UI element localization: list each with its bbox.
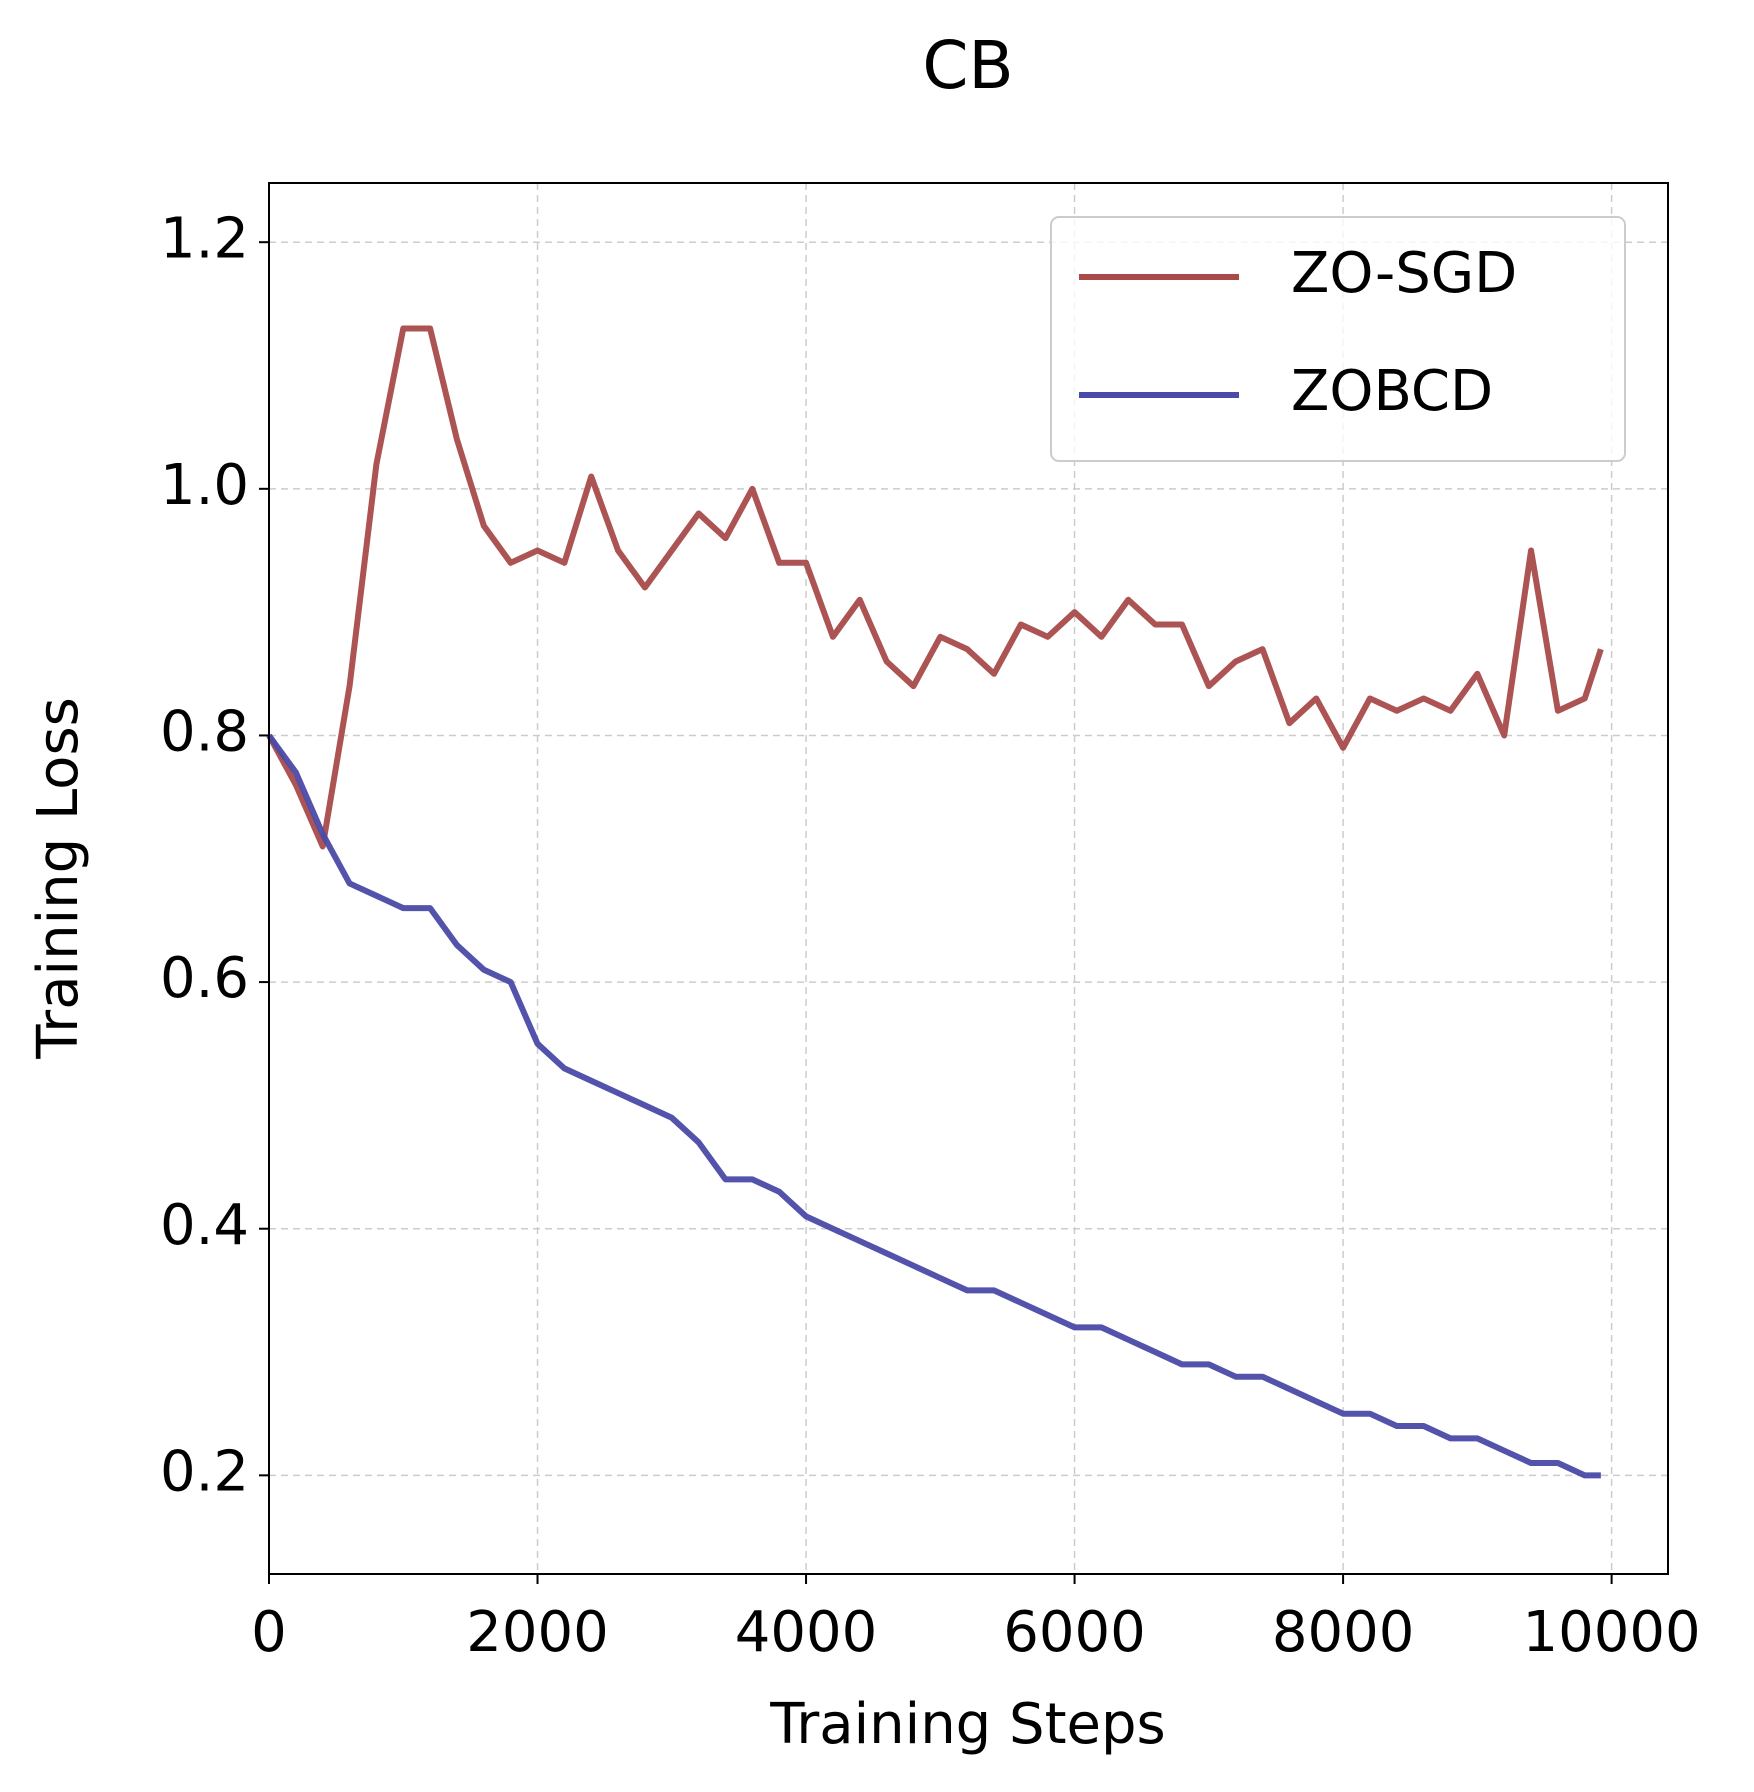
y-tick-label: 0.8 [160, 700, 249, 765]
y-tick-label: 0.6 [160, 946, 249, 1011]
x-tick-label: 0 [251, 1600, 287, 1665]
series-line [266, 325, 1604, 850]
series-line [266, 733, 1601, 1479]
y-tick-label: 0.2 [160, 1439, 249, 1504]
legend-label: ZO-SGD [1291, 241, 1517, 306]
y-axis-label: Training Loss [26, 697, 91, 1060]
y-tick-label: 1.2 [160, 206, 249, 271]
chart-title: CB [922, 27, 1013, 104]
x-tick-label: 10000 [1523, 1600, 1701, 1665]
x-tick-label: 6000 [1003, 1600, 1146, 1665]
x-tick-label: 8000 [1272, 1600, 1415, 1665]
x-axis-label: Training Steps [769, 1692, 1165, 1757]
x-tick-label: 4000 [735, 1600, 878, 1665]
legend: ZO-SGD ZOBCD [1050, 216, 1626, 462]
legend-label: ZOBCD [1291, 359, 1493, 424]
plot-frame [268, 182, 1669, 1575]
y-tick-label: 0.4 [160, 1193, 249, 1258]
y-tick-label: 1.0 [160, 453, 249, 518]
x-tick-label: 2000 [466, 1600, 609, 1665]
